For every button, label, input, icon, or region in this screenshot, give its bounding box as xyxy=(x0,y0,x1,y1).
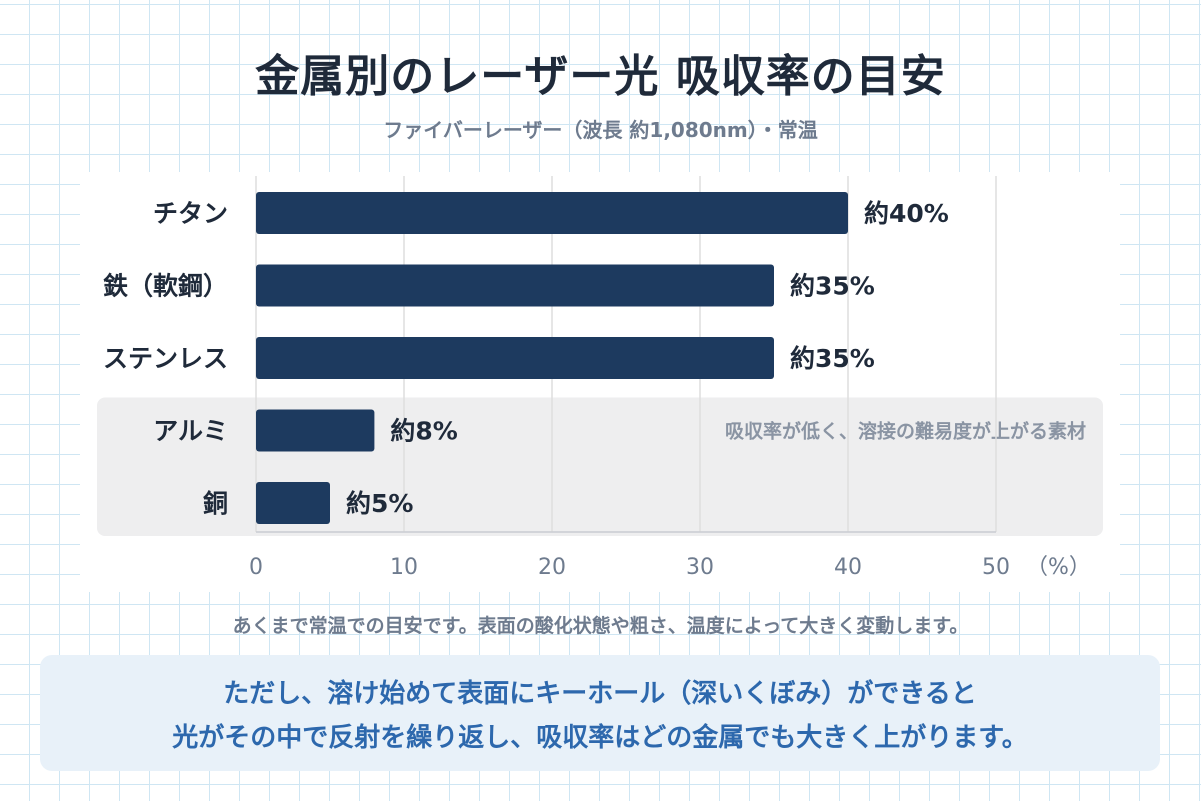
x-tick-label: 50 xyxy=(982,555,1010,580)
x-tick-label: 0 xyxy=(249,555,263,580)
x-tick-label: 20 xyxy=(538,555,566,580)
x-tick-label: 40 xyxy=(834,555,862,580)
x-tick-label: 30 xyxy=(686,555,714,580)
callout-box: ただし、溶け始めて表面にキーホール（深いくぼみ）ができると 光がその中で反射を繰… xyxy=(40,655,1160,771)
highlight-region xyxy=(97,397,1103,536)
bar-chart: 吸収率が低く、溶接の難易度が上がる素材 チタン 約40% 鉄（軟鋼） 約35% ステンレス… xyxy=(97,176,1103,580)
chart-note: あくまで常温での目安です。表面の酸化状態や粗さ、温度によって大きく変動します。 xyxy=(232,615,969,637)
title: 金属別のレーザー光 吸収率の目安 xyxy=(255,51,946,102)
category-label: ステンレス xyxy=(103,344,228,373)
callout-line-2: 光がその中で反射を繰り返し、吸収率はどの金属でも大きく上がります。 xyxy=(172,723,1028,753)
value-label: 約40% xyxy=(864,199,949,228)
category-label: 鉄（軟鋼） xyxy=(103,272,228,301)
value-label: 約35% xyxy=(790,272,875,301)
bar xyxy=(256,409,375,452)
bar xyxy=(256,264,774,307)
category-label: チタン xyxy=(153,199,228,228)
bar xyxy=(256,337,774,379)
x-tick-label: 10 xyxy=(390,555,418,580)
category-label: 銅 xyxy=(203,489,228,518)
highlight-label: 吸収率が低く、溶接の難易度が上がる素材 xyxy=(725,420,1086,443)
value-label: 約35% xyxy=(790,344,875,373)
value-label: 約5% xyxy=(346,489,413,518)
chart-area: 吸収率が低く、溶接の難易度が上がる素材 チタン 約40% 鉄（軟鋼） 約35% ステンレス… xyxy=(80,172,1120,592)
subtitle: ファイバーレーザー（波長 約1,080nm）・常温 xyxy=(383,118,818,142)
x-unit-label: （%） xyxy=(1026,555,1091,580)
bar xyxy=(256,192,848,234)
bar xyxy=(256,482,330,524)
value-label: 約8% xyxy=(390,417,457,446)
callout-line-1: ただし、溶け始めて表面にキーホール（深いくぼみ）ができると xyxy=(223,679,977,709)
category-label: アルミ xyxy=(153,417,228,446)
